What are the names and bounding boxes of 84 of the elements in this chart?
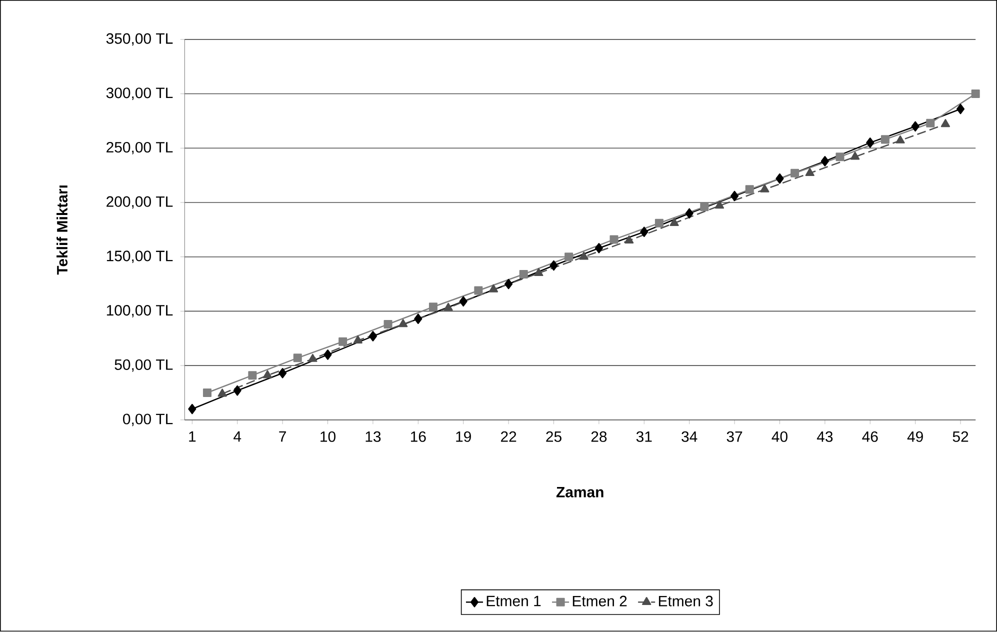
y-tick-label: 350,00 TL	[106, 33, 173, 46]
point	[444, 302, 453, 312]
y-tick-label: 50,00 TL	[114, 360, 173, 372]
point	[911, 121, 920, 132]
point	[384, 320, 392, 329]
point	[820, 156, 829, 167]
x-tick-label: 37	[726, 432, 742, 442]
point	[188, 404, 196, 414]
legend-label: Etmen 2	[572, 596, 627, 607]
y-tick-label: 100,00 TL	[106, 305, 173, 318]
point	[850, 152, 860, 160]
point	[880, 135, 890, 144]
point	[428, 302, 438, 312]
x-tick-label: 52	[952, 432, 968, 442]
point	[760, 184, 770, 193]
point	[278, 368, 287, 379]
point	[866, 138, 874, 148]
point	[353, 336, 362, 344]
point	[896, 136, 905, 144]
point	[594, 243, 603, 254]
point	[745, 185, 754, 194]
y-tick-label: 150,00 TL	[106, 250, 173, 264]
x-tick-label: 16	[410, 432, 426, 442]
y-tick-label: 300,00 TL	[106, 88, 173, 100]
point	[640, 226, 648, 238]
legend-label: Etmen 3	[658, 596, 713, 607]
point	[714, 200, 724, 209]
point	[654, 219, 664, 228]
point	[926, 119, 935, 128]
point	[836, 152, 844, 162]
x-tick-label: 43	[816, 432, 833, 442]
x-tick-label: 31	[636, 432, 652, 442]
x-tick-label: 19	[456, 432, 471, 442]
point	[218, 388, 227, 397]
point	[459, 296, 468, 307]
point	[564, 252, 574, 262]
x-tick-label: 10	[320, 432, 336, 442]
y-tick-label: 250,00 TL	[106, 142, 173, 155]
point	[474, 286, 483, 296]
y-axis-title: Teklif Miktarı	[56, 186, 68, 275]
point	[338, 338, 348, 346]
point	[262, 370, 272, 378]
y-tick-label: 200,00 TL	[106, 196, 173, 209]
point	[805, 168, 814, 176]
point	[398, 319, 408, 328]
point	[971, 90, 980, 98]
point	[610, 235, 618, 244]
point	[940, 119, 950, 128]
point	[670, 218, 679, 226]
x-tick-label: 7	[279, 432, 286, 442]
point	[956, 104, 965, 114]
x-axis-title: Zaman	[556, 487, 604, 498]
point	[685, 208, 694, 219]
x-tick-label: 25	[546, 432, 562, 442]
point	[414, 314, 422, 324]
x-tick-label: 4	[234, 432, 242, 442]
point	[293, 354, 302, 362]
point	[550, 260, 558, 271]
point	[202, 388, 212, 398]
point	[776, 174, 784, 184]
x-tick-label: 22	[500, 432, 516, 442]
x-tick-label: 46	[862, 432, 878, 442]
point	[519, 270, 528, 279]
point	[488, 284, 498, 293]
point	[504, 279, 513, 290]
point	[324, 350, 332, 360]
point	[233, 386, 242, 396]
x-tick-label: 40	[772, 432, 788, 442]
x-tick-label: 13	[366, 432, 381, 442]
x-tick-label: 49	[907, 432, 923, 442]
y-tick-label: 0,00 TL	[123, 414, 173, 426]
x-tick-label: 28	[591, 432, 607, 442]
point	[579, 252, 588, 260]
legend-label: Etmen 1	[486, 596, 541, 607]
point	[534, 268, 544, 276]
point	[308, 354, 318, 362]
point	[790, 169, 800, 178]
point	[624, 236, 634, 244]
point	[730, 191, 739, 202]
point	[368, 331, 377, 342]
point	[700, 202, 709, 212]
x-tick-label: 1	[189, 432, 196, 442]
x-tick-label: 34	[682, 432, 698, 442]
point	[248, 371, 257, 380]
